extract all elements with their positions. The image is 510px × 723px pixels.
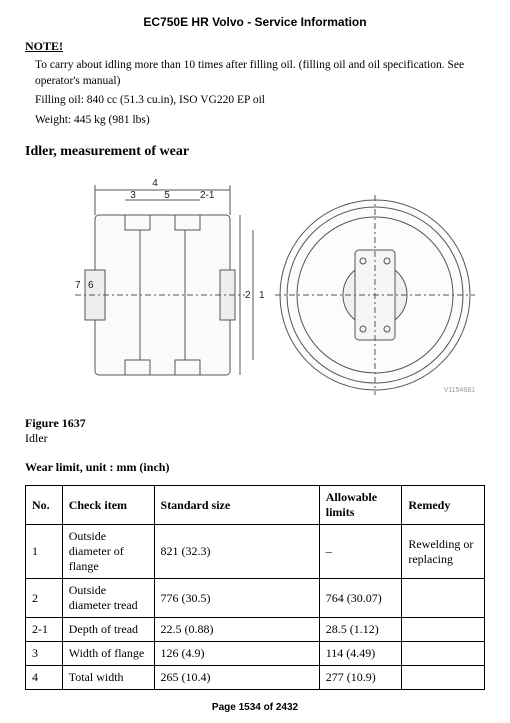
callout-5: 5 [164,190,170,201]
callout-2: 2 [245,290,251,301]
cell-allow: 764 (30.07) [319,579,402,618]
cell-allow: 114 (4.49) [319,642,402,666]
callout-7: 7 [75,280,81,291]
idler-schematic: 7 6 4 3 5 2-1 2 1 [55,170,495,400]
cell-check: Total width [62,666,154,690]
col-remedy: Remedy [402,486,485,525]
col-no: No. [26,486,63,525]
cell-std: 776 (30.5) [154,579,319,618]
cell-no: 2 [26,579,63,618]
callout-1: 1 [259,290,265,301]
table-header-row: No. Check item Standard size Allowable l… [26,486,485,525]
note-line-3: Weight: 445 kg (981 lbs) [25,113,485,129]
document-title: EC750E HR Volvo - Service Information [25,15,485,29]
cell-std: 265 (10.4) [154,666,319,690]
table-row: 2 Outside diameter tread 776 (30.5) 764 … [26,579,485,618]
cell-remedy: Rewelding or replacing [402,525,485,579]
cell-std: 22.5 (0.88) [154,618,319,642]
cell-no: 4 [26,666,63,690]
callout-4: 4 [152,178,158,189]
table-row: 3 Width of flange 126 (4.9) 114 (4.49) [26,642,485,666]
wear-limit-table: No. Check item Standard size Allowable l… [25,485,485,690]
section-heading: Idler, measurement of wear [25,144,485,160]
table-row: 1 Outside diameter of flange 821 (32.3) … [26,525,485,579]
cell-remedy [402,618,485,642]
cell-allow: – [319,525,402,579]
page-footer: Page 1534 of 2432 [25,702,485,713]
cell-std: 126 (4.9) [154,642,319,666]
drawing-id: V1154681 [444,387,476,394]
cell-check: Outside diameter tread [62,579,154,618]
cell-check: Width of flange [62,642,154,666]
cell-no: 2-1 [26,618,63,642]
note-line-2: Filling oil: 840 cc (51.3 cu.in), ISO VG… [25,93,485,109]
figure-label: Figure 1637 [25,416,485,431]
cell-no: 3 [26,642,63,666]
cell-allow: 277 (10.9) [319,666,402,690]
note-heading: NOTE! [25,39,485,54]
table-row: 4 Total width 265 (10.4) 277 (10.9) [26,666,485,690]
cell-remedy [402,666,485,690]
cell-remedy [402,642,485,666]
figure-caption: Idler [25,431,485,446]
cell-remedy [402,579,485,618]
callout-6: 6 [88,280,94,291]
figure-area: 7 6 4 3 5 2-1 2 1 [25,170,485,410]
callout-2-1: 2-1 [200,190,215,201]
cell-allow: 28.5 (1.12) [319,618,402,642]
note-line-1: To carry about idling more than 10 times… [25,58,485,89]
col-allow: Allowable limits [319,486,402,525]
callout-3: 3 [130,190,136,201]
cell-std: 821 (32.3) [154,525,319,579]
cell-check: Outside diameter of flange [62,525,154,579]
cell-no: 1 [26,525,63,579]
col-std: Standard size [154,486,319,525]
col-check: Check item [62,486,154,525]
table-row: 2-1 Depth of tread 22.5 (0.88) 28.5 (1.1… [26,618,485,642]
cell-check: Depth of tread [62,618,154,642]
table-heading: Wear limit, unit : mm (inch) [25,460,485,475]
